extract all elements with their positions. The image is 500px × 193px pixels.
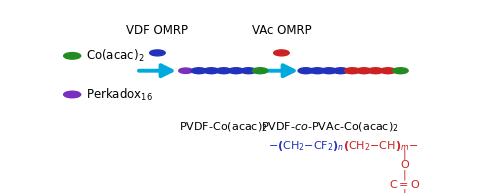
Circle shape <box>298 68 314 74</box>
Circle shape <box>274 50 289 56</box>
Text: PVDF-Co(acac)$_2$: PVDF-Co(acac)$_2$ <box>179 120 268 134</box>
Text: O: O <box>400 160 408 170</box>
Text: Co(acac)$_2$: Co(acac)$_2$ <box>86 48 144 64</box>
Circle shape <box>310 68 325 74</box>
Circle shape <box>241 68 256 74</box>
Circle shape <box>228 68 244 74</box>
Text: $|$: $|$ <box>402 148 406 163</box>
Circle shape <box>204 68 219 74</box>
Circle shape <box>368 68 384 74</box>
Circle shape <box>322 68 337 74</box>
Circle shape <box>380 68 396 74</box>
Text: C$=$O: C$=$O <box>388 178 420 190</box>
Text: VDF OMRP: VDF OMRP <box>126 24 188 37</box>
Circle shape <box>179 68 192 73</box>
Circle shape <box>344 68 360 74</box>
Circle shape <box>356 68 372 74</box>
Text: $\mathdefault{-}$$\mathbf{(}$CH$_2$$-$CF$_2$$\mathbf{)}_n$: $\mathdefault{-}$$\mathbf{(}$CH$_2$$-$CF… <box>268 139 344 153</box>
Circle shape <box>150 50 165 56</box>
Circle shape <box>191 68 206 74</box>
Text: VAc OMRP: VAc OMRP <box>252 24 311 37</box>
Text: $|$: $|$ <box>402 168 406 182</box>
Circle shape <box>252 68 268 74</box>
Circle shape <box>64 52 80 59</box>
Circle shape <box>392 68 408 74</box>
Text: Perkadox$_{16}$: Perkadox$_{16}$ <box>86 86 152 102</box>
Circle shape <box>333 68 348 74</box>
Text: $\mathbf{(}$CH$_2$$-$CH$\mathbf{)}_m$$\mathdefault{-}$: $\mathbf{(}$CH$_2$$-$CH$\mathbf{)}_m$$\m… <box>344 139 418 153</box>
Circle shape <box>64 91 80 98</box>
Text: $|$: $|$ <box>402 187 406 193</box>
Text: PVDF-$\it{co}$-PVAc-Co(acac)$_2$: PVDF-$\it{co}$-PVAc-Co(acac)$_2$ <box>261 120 398 134</box>
Circle shape <box>216 68 232 74</box>
